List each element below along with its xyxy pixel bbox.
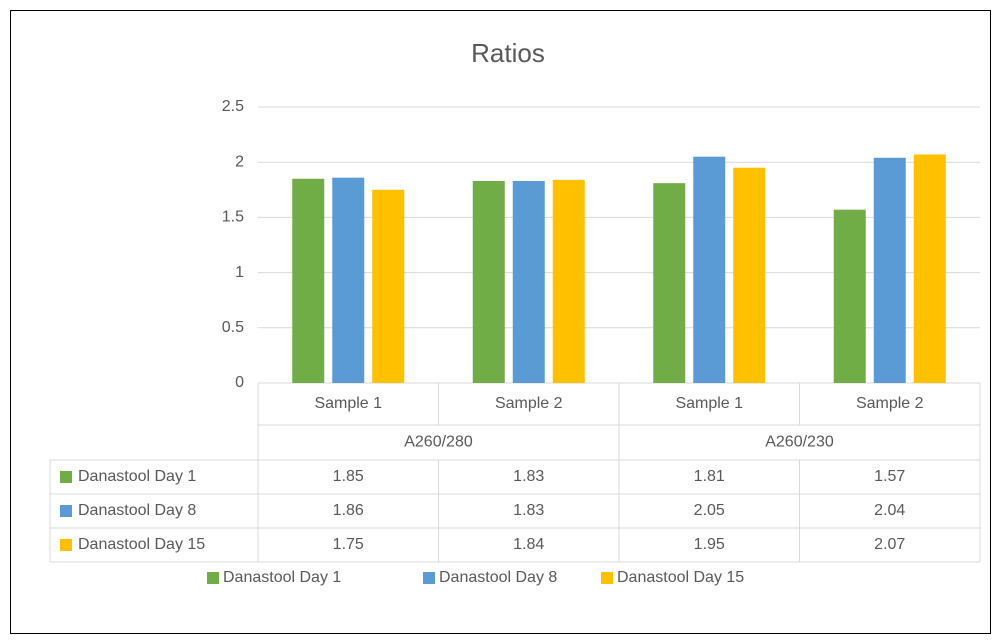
- table-legend-key: [60, 505, 72, 517]
- bar: [913, 154, 946, 383]
- y-tick-label: 1.5: [222, 209, 244, 226]
- table-legend-key: [60, 539, 72, 551]
- table-value: 1.75: [333, 536, 364, 553]
- y-tick-label: 2.5: [222, 98, 244, 115]
- bar: [653, 183, 686, 383]
- bar: [372, 189, 405, 383]
- legend-label: Danastool Day 8: [439, 569, 557, 586]
- table-value: 1.95: [694, 536, 725, 553]
- bar: [472, 180, 505, 383]
- bar: [873, 157, 906, 383]
- table-value: 1.85: [333, 468, 364, 485]
- table-value: 1.83: [513, 468, 544, 485]
- legend-key: [601, 572, 613, 584]
- y-tick-label: 2: [235, 153, 244, 170]
- group-label: A260/280: [404, 434, 473, 451]
- bar: [833, 209, 866, 383]
- bar: [693, 156, 726, 383]
- bar: [552, 179, 585, 383]
- table-value: 2.04: [874, 502, 905, 519]
- table-legend-key: [60, 471, 72, 483]
- x-tick-label: Sample 1: [314, 395, 382, 412]
- y-tick-label: 0: [235, 374, 244, 391]
- y-tick-label: 1: [235, 264, 244, 281]
- x-tick-label: Sample 1: [675, 395, 743, 412]
- y-tick-label: 0.5: [222, 319, 244, 336]
- legend-key: [207, 572, 219, 584]
- table-value: 1.84: [513, 536, 544, 553]
- bar: [733, 167, 766, 383]
- table-value: 1.81: [694, 468, 725, 485]
- table-row-label: Danastool Day 8: [78, 502, 196, 519]
- bar: [512, 180, 545, 383]
- table-value: 2.05: [694, 502, 725, 519]
- legend-label: Danastool Day 15: [617, 569, 744, 586]
- x-tick-label: Sample 2: [856, 395, 924, 412]
- table-value: 2.07: [874, 536, 905, 553]
- bar: [292, 178, 325, 383]
- table-value: 1.83: [513, 502, 544, 519]
- chart-title: Ratios: [471, 38, 545, 68]
- table-row-label: Danastool Day 1: [78, 468, 196, 485]
- table-value: 1.57: [874, 468, 905, 485]
- group-label: A260/230: [765, 434, 834, 451]
- bar: [332, 177, 365, 383]
- table-row-label: Danastool Day 15: [78, 536, 205, 553]
- legend-label: Danastool Day 1: [223, 569, 341, 586]
- x-tick-label: Sample 2: [495, 395, 563, 412]
- table-value: 1.86: [333, 502, 364, 519]
- legend-key: [423, 572, 435, 584]
